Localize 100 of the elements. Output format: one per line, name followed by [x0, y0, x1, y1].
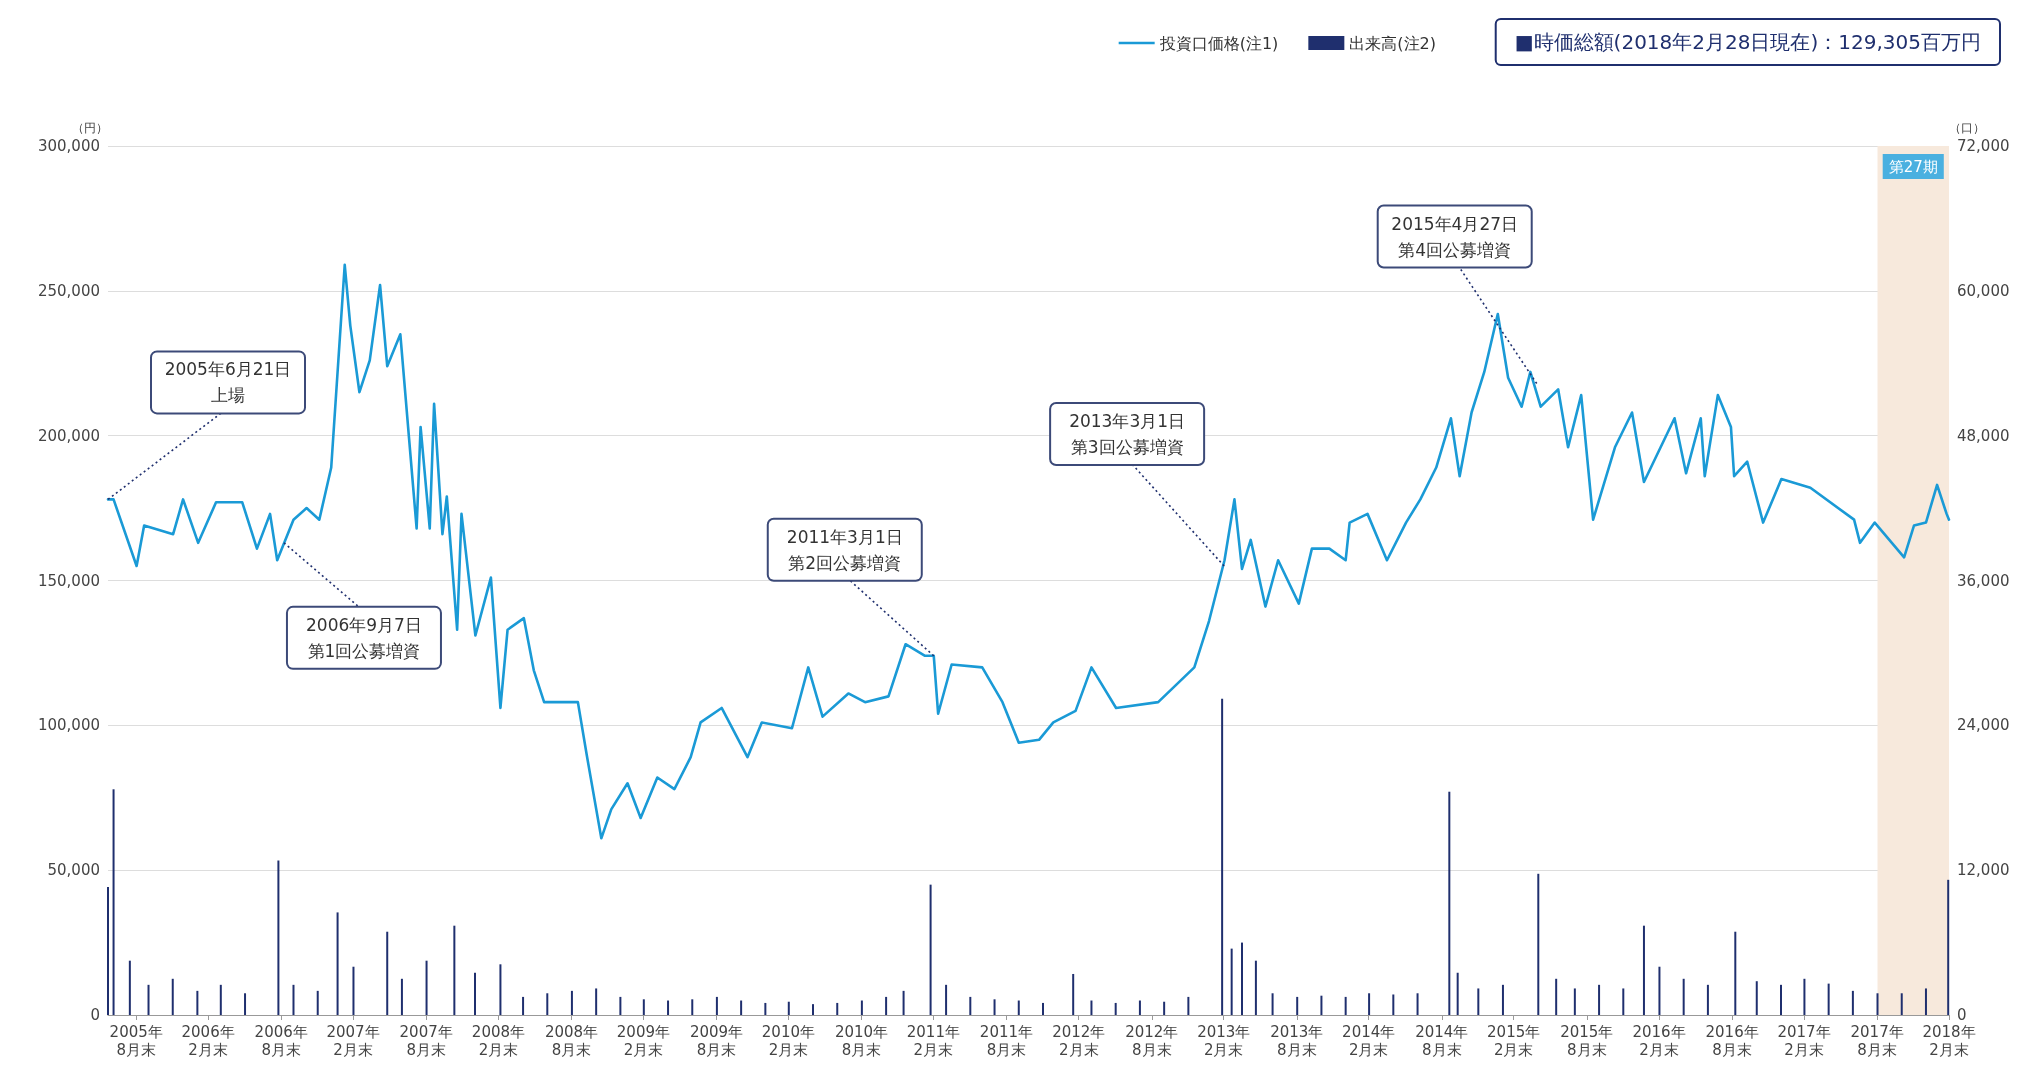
bar — [885, 996, 888, 1015]
x-tick-label: 2009年 8月末 — [689, 1023, 744, 1059]
y2-tick-label: 12,000 — [1957, 861, 2010, 880]
bar — [244, 993, 247, 1015]
x-tick-label: 2015年 2月末 — [1487, 1023, 1541, 1059]
x-tick-label: 2010年 2月末 — [761, 1023, 815, 1059]
annotation: 2015年4月27日第4回公募増資 — [1391, 213, 1519, 260]
bar — [1537, 873, 1540, 1015]
x-tick-label: 2005年 8月末 — [109, 1023, 163, 1059]
bar — [1642, 925, 1645, 1015]
x-tick-label: 2006年 8月末 — [254, 1023, 308, 1059]
y2-tick-label: 36,000 — [1957, 571, 2010, 590]
bar — [1042, 1002, 1044, 1015]
x-tick-label: 2018年 2月末 — [1922, 1023, 1976, 1059]
bar — [691, 999, 694, 1015]
bar — [1392, 994, 1395, 1015]
bar — [1017, 1000, 1020, 1015]
x-tick-label: 2011年 8月末 — [979, 1023, 1034, 1059]
bar — [1900, 993, 1903, 1015]
x-tick-label: 2016年 8月末 — [1705, 1023, 1759, 1059]
bar — [546, 993, 549, 1015]
bar — [1090, 1000, 1093, 1015]
bar — [1706, 984, 1709, 1015]
bar — [1296, 996, 1299, 1015]
x-tick-label: 2007年 2月末 — [326, 1023, 380, 1059]
bar — [1416, 993, 1419, 1015]
bar — [196, 990, 199, 1015]
bar — [1114, 1002, 1117, 1015]
bar — [619, 996, 622, 1015]
x-tick-label: 2008年 8月末 — [544, 1023, 599, 1059]
band-label: 第27期 — [1888, 157, 1938, 176]
bar — [1555, 978, 1558, 1015]
bar — [812, 1004, 815, 1015]
bar — [499, 964, 502, 1015]
bar — [1924, 988, 1927, 1015]
bar — [1876, 993, 1879, 1015]
bar — [860, 1000, 863, 1015]
legend-label: 投資口価格(注1) — [1158, 33, 1279, 53]
annotation: 2011年3月1日第2回公募増資 — [786, 526, 903, 573]
bar — [1230, 948, 1233, 1015]
bar — [147, 984, 150, 1015]
bar — [1271, 993, 1274, 1015]
bar — [474, 972, 477, 1015]
bar — [1221, 698, 1224, 1015]
bar — [1755, 981, 1758, 1015]
bar — [929, 884, 932, 1015]
bar — [1501, 984, 1504, 1015]
bar — [292, 984, 295, 1015]
bar — [400, 978, 403, 1015]
x-tick-label: 2012年 2月末 — [1052, 1023, 1106, 1059]
bar — [1573, 988, 1576, 1015]
bar — [277, 860, 280, 1015]
y2-tick-label: 0 — [1957, 1006, 1967, 1024]
x-tick-label: 2014年 2月末 — [1342, 1023, 1396, 1059]
x-tick-label: 2015年 8月末 — [1560, 1023, 1614, 1059]
bar — [1240, 942, 1243, 1015]
annotation: 2005年6月21日上場 — [164, 359, 292, 406]
x-tick-label: 2014年 8月末 — [1415, 1023, 1469, 1059]
x-tick-label: 2012年 8月末 — [1125, 1023, 1179, 1059]
bar — [1368, 993, 1371, 1015]
bar — [522, 996, 525, 1015]
bar — [1598, 984, 1601, 1015]
bar — [902, 990, 905, 1015]
y-axis-title: （円） — [72, 121, 108, 135]
bar — [1682, 978, 1685, 1015]
y-tick-label: 150,000 — [37, 571, 100, 590]
bar — [969, 996, 972, 1015]
bar — [715, 996, 718, 1015]
bar — [1138, 1000, 1141, 1015]
bar — [171, 978, 174, 1015]
bar — [1344, 996, 1347, 1015]
bar — [787, 1001, 790, 1015]
bar — [1187, 996, 1190, 1015]
bar — [764, 1002, 767, 1015]
bar — [1779, 984, 1782, 1015]
bar — [1827, 983, 1830, 1015]
bar — [1163, 1001, 1166, 1015]
y2-tick-label: 48,000 — [1957, 426, 2010, 445]
bar — [1448, 791, 1451, 1015]
bar — [336, 912, 339, 1015]
bar — [1072, 973, 1075, 1015]
bar — [107, 887, 109, 1015]
bar — [1477, 988, 1480, 1015]
bar — [1851, 990, 1854, 1015]
x-tick-label: 2008年 2月末 — [471, 1023, 526, 1059]
y-tick-label: 200,000 — [37, 426, 100, 445]
y2-axis-title: （口） — [1949, 121, 1985, 135]
y2-tick-label: 72,000 — [1957, 137, 2010, 155]
x-tick-label: 2013年 2月末 — [1197, 1023, 1251, 1059]
line-series — [106, 263, 1951, 840]
bar — [128, 960, 131, 1015]
bar — [1803, 978, 1806, 1015]
x-tick-label: 2006年 2月末 — [181, 1023, 235, 1059]
bar — [453, 925, 456, 1015]
bar — [386, 931, 389, 1015]
x-tick-label: 2013年 8月末 — [1270, 1023, 1324, 1059]
x-tick-label: 2016年 2月末 — [1632, 1023, 1686, 1059]
x-tick-label: 2010年 8月末 — [834, 1023, 889, 1059]
x-tick-label: 2017年 8月末 — [1850, 1023, 1904, 1059]
x-tick-label: 2017年 2月末 — [1777, 1023, 1831, 1059]
